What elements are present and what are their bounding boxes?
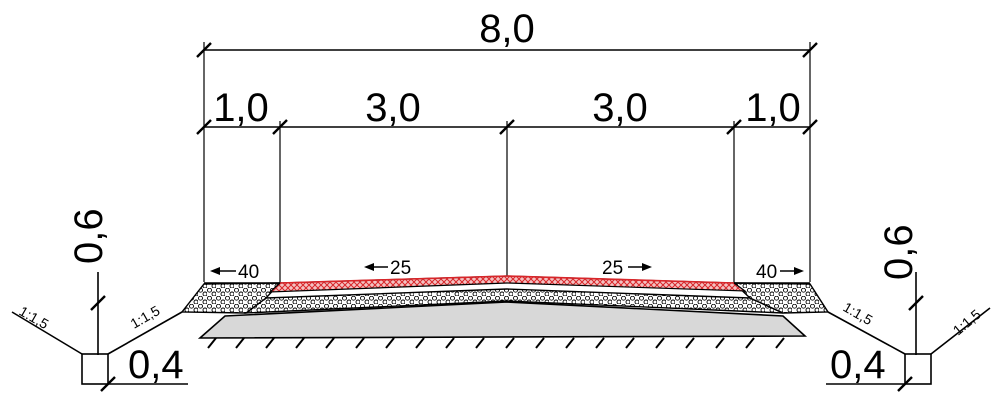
depth-left-label: 0,6 xyxy=(67,208,111,264)
pavement-structure xyxy=(180,275,830,339)
dimension-total: 8,0 xyxy=(196,7,818,282)
dimension-lane-right-label: 3,0 xyxy=(592,86,648,130)
slope-indicators: 40 25 25 40 xyxy=(210,258,804,283)
slope-lane-right: 25 xyxy=(602,258,623,279)
shoulder-right-gravel xyxy=(732,282,830,314)
ditch-left-label: 0,4 xyxy=(128,343,184,387)
dimension-shoulder-left-label: 1,0 xyxy=(213,86,269,130)
slope-outer-left: 1:1,5 xyxy=(17,303,52,333)
slope-inner-right: 1:1,5 xyxy=(841,299,876,329)
dimension-segments: 1,0 3,0 3,0 1,0 xyxy=(196,86,818,285)
dimension-lane-left-label: 3,0 xyxy=(365,86,421,130)
ground-hatching xyxy=(207,337,785,349)
depth-right-label: 0,6 xyxy=(877,224,921,280)
slope-shoulder-left: 40 xyxy=(238,262,259,283)
arrow-right-icon xyxy=(642,263,652,271)
arrow-right-icon xyxy=(794,267,804,275)
slope-inner-left: 1:1,5 xyxy=(128,302,163,332)
right-embankment: 0,6 0,4 1:1,5 1:1,5 xyxy=(826,224,991,392)
asphalt-surface-top xyxy=(279,275,508,284)
arrow-left-icon xyxy=(210,267,220,275)
ditch-left xyxy=(81,353,109,385)
slope-outer-right: 1:1,5 xyxy=(950,306,984,338)
dimension-total-label: 8,0 xyxy=(479,7,535,51)
subgrade-layer xyxy=(197,301,808,339)
dimension-shoulder-right-label: 1,0 xyxy=(745,86,801,130)
ditch-right-label: 0,4 xyxy=(830,343,886,387)
slope-shoulder-right: 40 xyxy=(756,262,777,283)
arrow-left-icon xyxy=(364,263,374,271)
slope-lane-left: 25 xyxy=(390,258,411,279)
left-embankment: 0,6 0,4 1:1,5 1:1,5 xyxy=(11,208,188,392)
asphalt-surface-top-right xyxy=(506,275,735,284)
